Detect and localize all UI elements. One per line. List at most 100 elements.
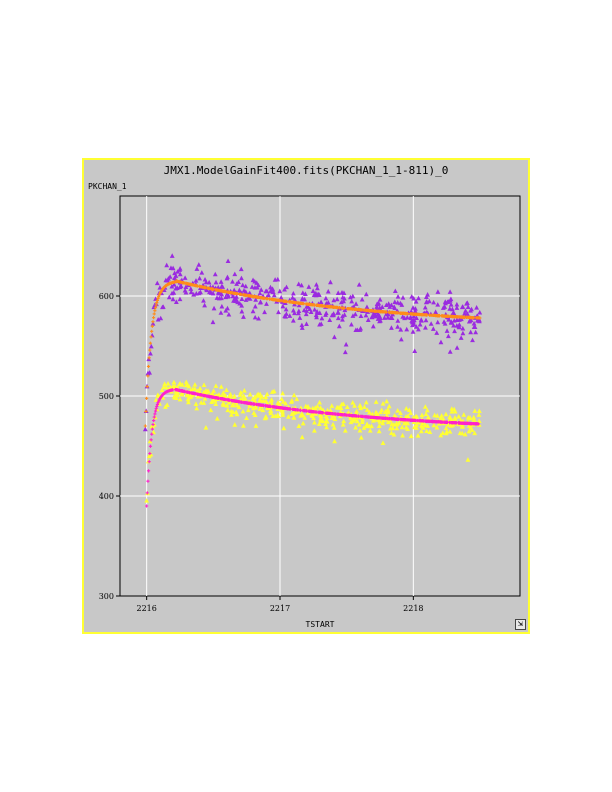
data-point-triangle — [356, 422, 362, 427]
data-point-triangle — [438, 432, 444, 438]
data-point-triangle — [447, 297, 453, 303]
data-point-triangle — [440, 430, 446, 435]
data-point-plus — [459, 315, 463, 319]
data-point-plus — [179, 280, 183, 284]
data-point-triangle — [380, 401, 386, 406]
data-point-triangle — [384, 311, 389, 316]
data-point-triangle — [263, 288, 269, 294]
data-point-triangle — [391, 431, 397, 437]
data-point-plus — [357, 414, 361, 418]
data-point-triangle — [185, 396, 191, 402]
data-point-triangle — [303, 311, 309, 317]
data-point-triangle — [296, 423, 302, 428]
data-point-triangle — [403, 414, 409, 419]
data-point-triangle — [264, 301, 269, 306]
data-point-triangle — [284, 284, 289, 290]
data-point-plus — [295, 301, 299, 305]
data-point-plus — [418, 419, 423, 423]
data-point-triangle — [348, 419, 354, 425]
data-point-triangle — [196, 262, 202, 267]
data-point-triangle — [288, 399, 294, 404]
data-point-triangle — [464, 312, 470, 317]
data-point-triangle — [392, 288, 398, 294]
data-point-plus — [333, 412, 338, 416]
data-point-triangle — [395, 408, 401, 413]
data-point-plus — [437, 314, 441, 318]
data-point-triangle — [296, 310, 301, 316]
data-point-triangle — [205, 388, 211, 393]
data-point-triangle — [340, 422, 346, 427]
data-point-plus — [181, 389, 186, 393]
data-point-triangle — [408, 315, 414, 320]
data-point-triangle — [148, 350, 153, 356]
data-point-triangle — [318, 405, 324, 410]
data-point-triangle — [177, 271, 183, 277]
data-point-triangle — [225, 305, 230, 311]
data-point-plus — [369, 415, 373, 419]
data-point-plus — [394, 417, 398, 421]
data-point-triangle — [218, 279, 224, 284]
data-point-plus — [155, 404, 159, 409]
data-point-triangle — [431, 422, 437, 428]
data-point-triangle — [458, 335, 464, 340]
data-point-triangle — [316, 421, 322, 426]
data-point-plus — [218, 396, 223, 401]
x-tick-label: 2218 — [403, 604, 423, 613]
data-point-triangle — [476, 418, 482, 423]
data-point-triangle — [465, 304, 471, 310]
data-point-triangle — [202, 276, 208, 282]
data-point-triangle — [438, 339, 444, 345]
data-point-plus — [153, 306, 158, 310]
data-point-triangle — [402, 420, 407, 426]
data-point-plus — [238, 292, 242, 296]
data-point-plus — [384, 310, 388, 314]
data-point-triangle — [329, 403, 335, 408]
data-point-plus — [405, 418, 409, 422]
data-point-triangle — [468, 308, 473, 313]
data-point-triangle — [236, 279, 241, 285]
data-point-triangle — [240, 282, 246, 288]
data-point-triangle — [367, 428, 373, 433]
series-group — [144, 379, 482, 503]
data-point-plus — [148, 348, 152, 352]
data-point-triangle — [239, 296, 245, 302]
data-point-plus — [290, 300, 295, 304]
data-point-triangle — [178, 283, 184, 289]
data-point-triangle — [358, 313, 364, 319]
data-point-triangle — [247, 391, 253, 397]
data-point-triangle — [230, 293, 236, 299]
data-point-triangle — [435, 319, 441, 325]
data-point-triangle — [213, 383, 219, 388]
resize-handle[interactable]: ⇲ — [515, 619, 526, 630]
data-point-plus — [151, 422, 155, 427]
data-point-plus — [357, 308, 362, 312]
data-point-triangle — [300, 412, 306, 418]
data-point-triangle — [331, 311, 337, 316]
data-point-triangle — [206, 279, 212, 285]
data-point-triangle — [384, 398, 390, 404]
data-point-triangle — [160, 304, 166, 309]
data-point-triangle — [289, 411, 295, 416]
data-point-triangle — [291, 415, 297, 420]
data-point-triangle — [358, 405, 364, 411]
data-point-triangle — [472, 408, 478, 413]
data-point-plus — [150, 324, 154, 328]
data-point-plus — [145, 396, 149, 400]
data-point-triangle — [375, 311, 381, 317]
data-point-triangle — [412, 348, 418, 354]
data-point-triangle — [424, 299, 430, 304]
data-point-plus — [453, 421, 457, 425]
data-point-triangle — [183, 284, 189, 289]
data-point-triangle — [435, 289, 441, 294]
data-point-triangle — [433, 309, 439, 314]
data-point-plus — [336, 412, 341, 416]
data-point-plus — [208, 287, 212, 291]
data-point-triangle — [237, 300, 243, 306]
data-point-triangle — [306, 284, 312, 289]
data-point-triangle — [164, 402, 170, 407]
data-point-triangle — [147, 370, 153, 375]
data-point-plus — [251, 402, 255, 406]
data-point-triangle — [410, 322, 415, 328]
data-point-triangle — [308, 309, 314, 315]
data-point-triangle — [408, 433, 414, 439]
